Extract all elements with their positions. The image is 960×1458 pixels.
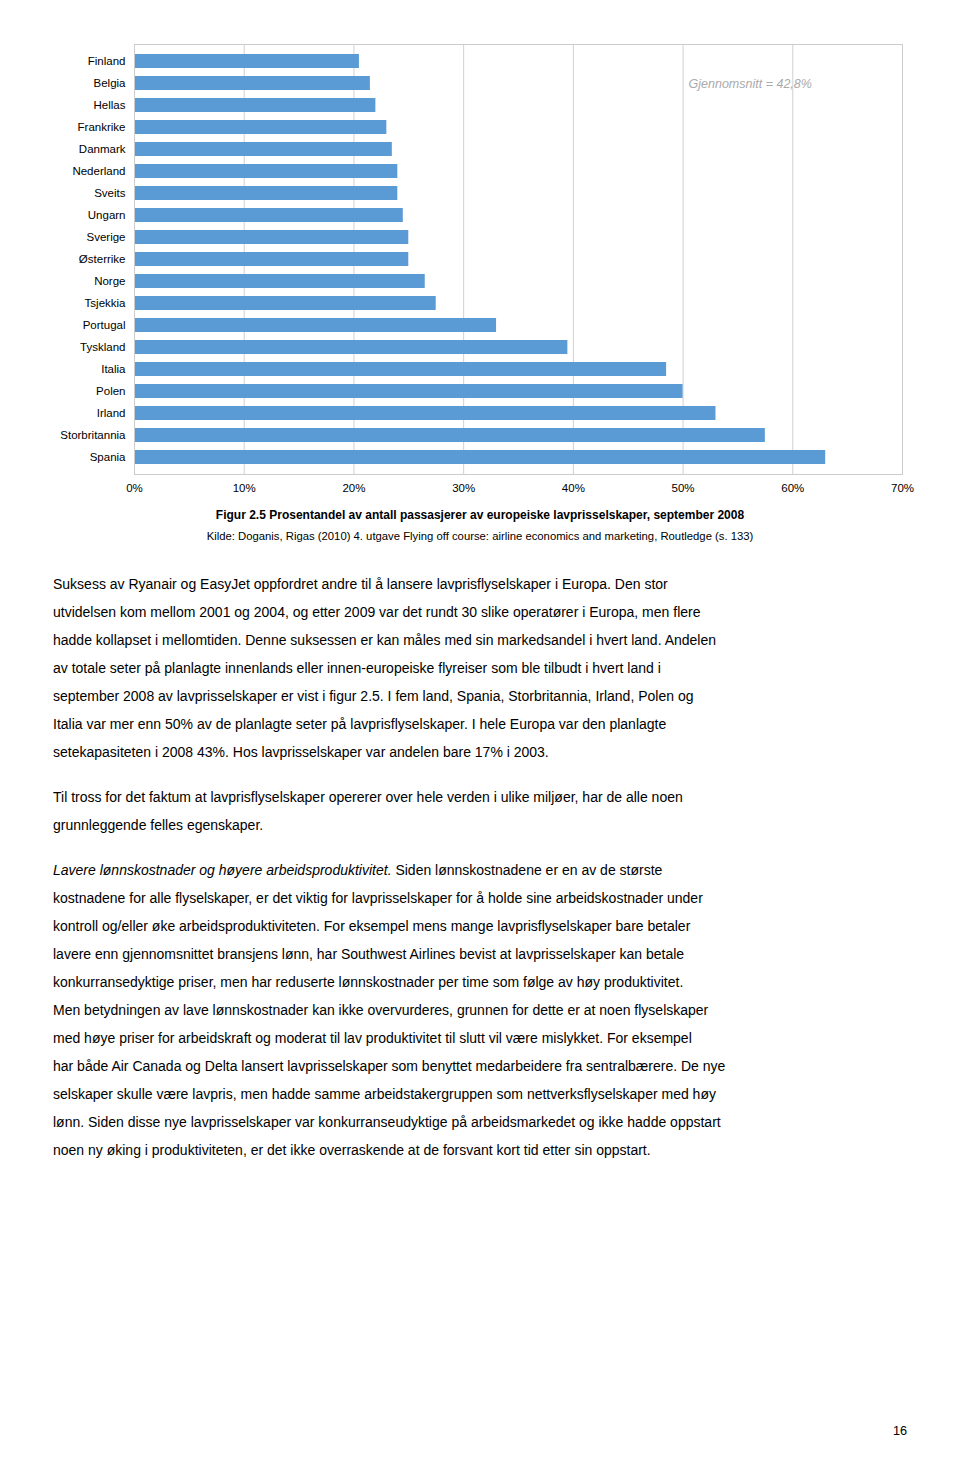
html-text:16: 16 <box>892 1424 907 1438</box>
html-text:Figur 2.5 Prosentandel av anta: Figur 2.5 Prosentandel av antall passasj… <box>215 508 745 522</box>
svg-text:Belgia: Belgia <box>94 77 127 89</box>
svg-text:Italia: Italia <box>101 363 126 375</box>
svg-text:Spania: Spania <box>90 451 126 463</box>
svg-text:Norge: Norge <box>94 275 125 287</box>
html-text:kostnadene for alle flyselskap: kostnadene for alle flyselskaper, er det… <box>53 890 703 906</box>
svg-text:Frankrike: Frankrike <box>78 121 126 133</box>
svg-text:Hellas: Hellas <box>94 99 126 111</box>
html-text:Suksess av Ryanair og EasyJet: Suksess av Ryanair og EasyJet oppfordret… <box>53 576 668 592</box>
html-text:Italia var mer enn 50% av de p: Italia var mer enn 50% av de planlagte s… <box>53 716 667 732</box>
html-text:konkurransedyktige priser, men: konkurransedyktige priser, men har redus… <box>53 974 684 990</box>
svg-text:Sveits: Sveits <box>94 187 126 199</box>
html-text:hadde kollapset i mellomtiden.: hadde kollapset i mellomtiden. Denne suk… <box>53 632 716 648</box>
svg-text:40%: 40% <box>562 482 585 494</box>
html-text:Til tross for det faktum at la: Til tross for det faktum at lavprisflyse… <box>53 789 683 805</box>
svg-text:Portugal: Portugal <box>83 319 126 331</box>
html-text:utvidelsen kom mellom 2001 og: utvidelsen kom mellom 2001 og 2004, og e… <box>53 604 701 620</box>
svg-text:Tyskland: Tyskland <box>80 341 125 353</box>
html-text:lønn. Siden disse nye lavpriss: lønn. Siden disse nye lavprisselskaper v… <box>53 1114 721 1130</box>
svg-text:Polen: Polen <box>96 385 125 397</box>
html-text:Lavere lønnskostnader og høyer: Lavere lønnskostnader og høyere arbeidsp… <box>53 862 663 878</box>
svg-text:Danmark: Danmark <box>79 143 126 155</box>
html-text:kontroll og/eller øke arbeidsp: kontroll og/eller øke arbeidsproduktivit… <box>53 918 691 934</box>
html-text:av totale seter på planlagte i: av totale seter på planlagte innenlands … <box>53 660 661 676</box>
html-text:setekapasiteten i 2008 43%. Ho: setekapasiteten i 2008 43%. Hos lavpriss… <box>53 744 549 760</box>
svg-text:Nederland: Nederland <box>72 165 125 177</box>
svg-text:Sverige: Sverige <box>87 231 126 243</box>
svg-text:Gjennomsnitt = 42,8%: Gjennomsnitt = 42,8% <box>689 77 812 91</box>
html-text:Men betydningen av lave lønnsk: Men betydningen av lave lønnskostnader k… <box>53 1002 709 1018</box>
svg-text:50%: 50% <box>672 482 695 494</box>
svg-text:Ungarn: Ungarn <box>88 209 126 221</box>
svg-text:Østerrike: Østerrike <box>79 253 126 265</box>
svg-text:Finland: Finland <box>88 55 126 67</box>
html-text:noen ny øking i produktivitete: noen ny øking i produktiviteten, er det … <box>53 1142 651 1158</box>
svg-text:Storbritannia: Storbritannia <box>60 429 126 441</box>
html-text:med høye priser for arbeidskra: med høye priser for arbeidskraft og mode… <box>53 1030 692 1046</box>
svg-text:0%: 0% <box>126 482 143 494</box>
html-text:lavere enn gjennomsnittet bran: lavere enn gjennomsnittet bransjens lønn… <box>53 946 685 962</box>
svg-text:10%: 10% <box>233 482 256 494</box>
html-text:har både Air Canada og Delta l: har både Air Canada og Delta lansert lav… <box>53 1058 726 1074</box>
svg-text:20%: 20% <box>342 482 365 494</box>
html-text:grunnleggende felles egenskape: grunnleggende felles egenskaper. <box>53 817 264 833</box>
svg-text:60%: 60% <box>781 482 804 494</box>
svg-text:70%: 70% <box>891 482 914 494</box>
html-text:september 2008 av lavprisselsk: september 2008 av lavprisselskaper er vi… <box>53 688 694 704</box>
svg-text:30%: 30% <box>452 482 475 494</box>
html-text:Kilde: Doganis, Rigas (2010) 4: Kilde: Doganis, Rigas (2010) 4. utgave F… <box>206 530 754 542</box>
svg-text:Irland: Irland <box>97 407 126 419</box>
svg-text:Tsjekkia: Tsjekkia <box>85 297 127 309</box>
html-text:selskaper skulle være lavpris,: selskaper skulle være lavpris, men hadde… <box>53 1086 716 1102</box>
